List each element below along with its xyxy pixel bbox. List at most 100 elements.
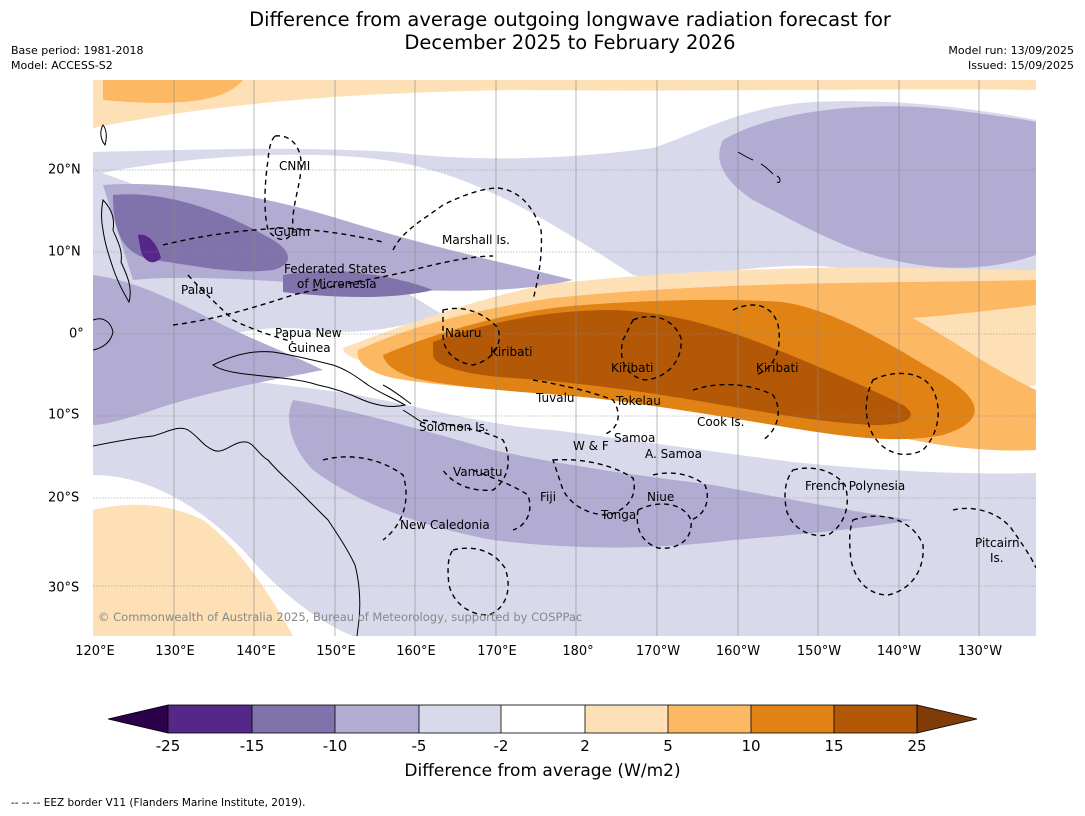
positive-15-field — [433, 310, 911, 425]
label-guam: Guam — [274, 225, 310, 239]
label-solomon-islands: Solomon Is. — [419, 420, 489, 434]
lat-label: 30°S — [48, 580, 80, 596]
lon-label: 120°E — [75, 644, 115, 659]
eez-borders — [162, 135, 1036, 616]
lat-label: 20°S — [48, 490, 80, 506]
label-fiji: Fiji — [540, 490, 556, 504]
colorbar-extend-high — [916, 704, 978, 734]
colorbar-label: Difference from average (W/m2) — [404, 761, 681, 781]
label-samoa: Samoa — [614, 431, 655, 445]
label-tuvalu: Tuvalu — [535, 391, 575, 405]
negative-10-field-west — [93, 275, 323, 425]
model-name: Model: ACCESS-S2 — [11, 59, 113, 72]
label-new-caledonia: New Caledonia — [400, 518, 490, 532]
label-tonga: Tonga — [600, 508, 636, 522]
label-american-samoa: A. Samoa — [645, 447, 702, 461]
label-palau: Palau — [181, 283, 213, 297]
label-pitcairn-line2: Is. — [990, 551, 1004, 565]
colorbar-tick: -25 — [155, 737, 181, 755]
label-kiribati-central: Kiribati — [611, 361, 653, 375]
solomon-coast — [382, 384, 426, 425]
meta-right: Model run: 13/09/2025 Issued: 15/09/2025 — [948, 43, 1074, 73]
lat-label: 20°N — [48, 162, 81, 178]
negative-10-field-hawaii — [719, 106, 1036, 268]
model-run: Model run: 13/09/2025 — [948, 44, 1074, 57]
title-line-1: Difference from average outgoing longwav… — [249, 8, 891, 31]
map-panel: CNMI Guam Marshall Is. Federated States … — [93, 80, 1036, 636]
colorbar — [108, 704, 978, 734]
negative-10-field-south — [289, 400, 913, 548]
lon-label: 130°E — [155, 644, 195, 659]
label-niue: Niue — [647, 490, 674, 504]
label-french-polynesia: French Polynesia — [805, 479, 905, 493]
colorbar-tick: -15 — [239, 737, 265, 755]
hawaii-coast — [737, 151, 781, 183]
gridlines — [93, 80, 1036, 636]
colorbar-tick: -2 — [493, 737, 509, 755]
colorbar-tick: 5 — [663, 737, 673, 755]
negative-25-field — [138, 234, 161, 263]
lat-label: 10°S — [48, 407, 80, 423]
colorbar-bin — [419, 705, 501, 733]
colorbar-bin — [834, 705, 917, 733]
philippines-coast — [101, 198, 131, 304]
positive-2-field-north — [93, 80, 1036, 128]
lon-label: 170°W — [635, 644, 681, 659]
colorbar-bin — [501, 705, 585, 733]
borneo-coast — [93, 318, 114, 351]
lon-label: 180° — [562, 644, 594, 659]
colorbar-bin — [668, 705, 751, 733]
label-wallis-futuna: W & F — [573, 439, 609, 453]
colorbar-bin — [168, 705, 252, 733]
colorbar-tick: 2 — [580, 737, 590, 755]
lon-label: 140°W — [876, 644, 922, 659]
colorbar-tick: 25 — [907, 737, 927, 755]
lon-label: 160°W — [715, 644, 761, 659]
new-guinea-coast — [212, 351, 407, 407]
colorbar-tick: 10 — [741, 737, 761, 755]
lon-label: 170°E — [477, 644, 517, 659]
label-cnmi: CNMI — [279, 159, 310, 173]
label-fsm-line2: of Micronesia — [297, 277, 377, 291]
label-kiribati-east: Kiribati — [756, 361, 798, 375]
region-labels: CNMI Guam Marshall Is. Federated States … — [181, 159, 1020, 565]
lon-label: 150°W — [796, 644, 842, 659]
lat-label: 10°N — [48, 244, 81, 260]
lon-label: 160°E — [396, 644, 436, 659]
lon-label: 140°E — [236, 644, 276, 659]
australia-coast — [93, 427, 361, 636]
label-pitcairn-line1: Pitcairn — [975, 536, 1020, 550]
label-nauru: Nauru — [445, 326, 481, 340]
label-png-line2: Guinea — [288, 341, 331, 355]
colorbar-bin — [252, 705, 335, 733]
lon-label: 130°W — [957, 644, 1003, 659]
positive-2-field-australia — [93, 504, 293, 636]
label-fsm-line1: Federated States — [284, 262, 386, 276]
colorbar-bin — [335, 705, 419, 733]
colorbar-bin — [585, 705, 668, 733]
coastlines — [93, 124, 781, 636]
colorbar-bin — [751, 705, 834, 733]
chart-title: Difference from average outgoing longwav… — [0, 8, 1085, 54]
label-kiribati-west: Kiribati — [490, 345, 532, 359]
title-line-2: December 2025 to February 2026 — [404, 31, 736, 54]
taiwan-coast — [100, 124, 107, 147]
lon-label: 150°E — [316, 644, 356, 659]
label-tokelau: Tokelau — [615, 394, 661, 408]
issued-date: Issued: 15/09/2025 — [967, 59, 1074, 72]
base-period: Base period: 1981-2018 — [11, 44, 144, 57]
label-vanuatu: Vanuatu — [453, 465, 503, 479]
colorbar-extend-low — [108, 704, 169, 734]
colorbar-tick: -5 — [411, 737, 427, 755]
positive-5-field-north — [103, 80, 243, 103]
label-png-line1: Papua New — [275, 326, 342, 340]
colorbar-tick: -10 — [322, 737, 348, 755]
colorbar-tick: 15 — [824, 737, 844, 755]
negative-15-field-b — [283, 270, 433, 297]
label-cook-islands: Cook Is. — [697, 415, 744, 429]
lat-label: 0° — [69, 326, 84, 342]
copyright-notice: © Commonwealth of Australia 2025, Bureau… — [98, 610, 582, 624]
label-marshall-islands: Marshall Is. — [442, 233, 510, 247]
meta-left: Base period: 1981-2018 Model: ACCESS-S2 — [11, 43, 143, 73]
footer-note: -- -- -- EEZ border V11 (Flanders Marine… — [11, 797, 306, 809]
